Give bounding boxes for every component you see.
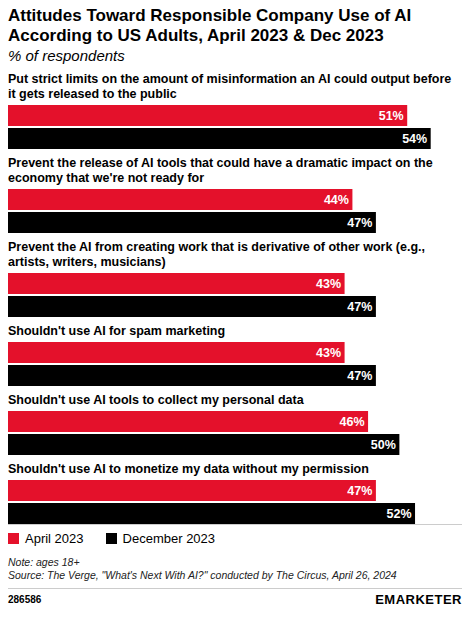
html-text:Source: The Verge, "What's Nex: Source: The Verge, "What's Next With AI?… xyxy=(8,569,397,581)
svg-text:52%: 52% xyxy=(387,507,412,521)
html-text:December 2023: December 2023 xyxy=(122,531,215,546)
svg-text:47%: 47% xyxy=(347,369,372,383)
html-text:% of respondents: % of respondents xyxy=(8,47,125,64)
html-text:EMARKETER: EMARKETER xyxy=(375,592,462,607)
html-text:Put strict limits on the amoun: Put strict limits on the amount of misin… xyxy=(8,72,452,101)
html-text:Prevent the AI from creating w: Prevent the AI from creating work that i… xyxy=(8,240,425,269)
svg-text:43%: 43% xyxy=(316,277,341,291)
html-text:April 2023: April 2023 xyxy=(25,531,84,546)
html-text:Attitudes Toward Responsible C: Attitudes Toward Responsible Company Use… xyxy=(8,6,412,45)
svg-text:44%: 44% xyxy=(324,193,349,207)
html-text:286586: 286586 xyxy=(8,594,42,605)
html-text:Note: ages 18+: Note: ages 18+ xyxy=(8,556,80,568)
svg-text:50%: 50% xyxy=(371,438,396,452)
svg-text:43%: 43% xyxy=(316,346,341,360)
html-text:Shouldn't use AI tools to coll: Shouldn't use AI tools to collect my per… xyxy=(8,393,304,407)
html-text:Shouldn't use AI for spam mark: Shouldn't use AI for spam marketing xyxy=(8,324,226,338)
svg-text:51%: 51% xyxy=(379,109,404,123)
svg-text:54%: 54% xyxy=(402,132,427,146)
svg-text:47%: 47% xyxy=(347,484,372,498)
svg-text:47%: 47% xyxy=(347,300,372,314)
svg-text:46%: 46% xyxy=(340,415,365,429)
html-text:Shouldn't use AI to monetize m: Shouldn't use AI to monetize my data wit… xyxy=(8,462,369,476)
html-text:Prevent the release of AI tool: Prevent the release of AI tools that cou… xyxy=(8,156,433,185)
svg-text:47%: 47% xyxy=(347,216,372,230)
